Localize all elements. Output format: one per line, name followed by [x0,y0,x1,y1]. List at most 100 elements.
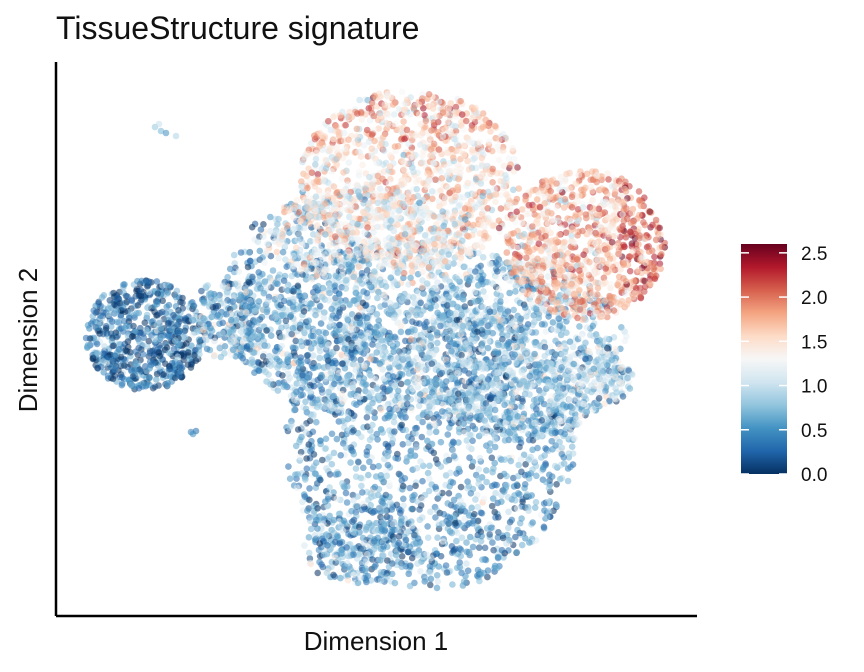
scatter-point [350,545,358,553]
scatter-point [378,475,385,483]
scatter-point [349,384,357,391]
scatter-point [470,368,478,376]
scatter-point [371,483,379,491]
scatter-point [508,516,516,524]
scatter-point [459,522,466,529]
scatter-point [385,563,393,571]
scatter-point [277,301,285,309]
scatter-point [338,390,346,398]
scatter-point [387,274,395,282]
scatter-point [491,431,498,439]
scatter-point [342,285,350,292]
scatter-point [533,433,541,441]
scatter-point [503,540,510,547]
scatter-point [391,111,398,118]
scatter-point [499,147,507,154]
scatter-point [318,403,326,411]
scatter-point [329,404,336,412]
scatter-point [426,475,433,483]
scatter-point [518,515,525,522]
scatter-point [319,284,327,292]
scatter-point [350,257,358,264]
scatter-point [487,524,495,532]
scatter-point [515,461,522,469]
scatter-point [320,520,327,527]
scatter-point [521,304,529,311]
scatter-point [549,319,557,326]
scatter-point [358,506,366,514]
scatter-point [331,357,339,365]
scatter-point [317,320,325,327]
scatter-point [477,412,485,420]
scatter-point [313,459,320,467]
scatter-point [352,465,360,472]
scatter-point [483,467,490,474]
scatter-point [386,514,394,522]
scatter-point [464,157,471,165]
scatter-point [462,572,469,580]
scatter-point [444,361,451,368]
scatter-point [301,542,308,549]
scatter-point [454,379,461,387]
scatter-point [423,280,431,287]
scatter-point [471,337,478,345]
scatter-point [432,456,440,463]
scatter-point [397,328,405,336]
scatter-point [475,480,483,488]
scatter-point [485,404,493,411]
scatter-point [510,155,518,163]
scatter-point [491,443,499,451]
scatter-point [409,452,416,459]
scatter-point [352,503,360,510]
scatter-point [449,330,456,338]
scatter-point [412,430,419,437]
scatter-point [350,360,357,368]
scatter-point [350,551,357,559]
scatter-point [325,117,332,125]
scatter-point [349,447,357,455]
scatter-point [296,292,303,300]
scatter-point [398,371,406,378]
scatter-point [394,527,402,534]
scatter-point [356,529,363,536]
scatter-point [471,288,479,296]
scatter-point [510,474,517,482]
scatter-point [469,437,476,445]
scatter-point [255,269,262,276]
scatter-point [377,557,384,564]
scatter-point [379,328,387,335]
scatter-point [342,489,350,497]
scatter-point [552,337,559,345]
scatter-point [529,446,536,454]
scatter-point [304,385,311,392]
scatter-point [481,332,488,340]
scatter-point [347,390,355,398]
scatter-point [415,540,422,548]
scatter-point [458,534,466,541]
scatter-point [430,273,438,280]
scatter-point [438,369,446,377]
scatter-point [430,449,438,457]
scatter-point [538,417,546,424]
scatter-point [360,335,368,343]
scatter-point [313,418,320,426]
scatter-point [310,231,317,238]
scatter-point [330,571,337,579]
scatter-point [472,268,479,275]
scatter-point [464,509,472,517]
scatter-point [525,507,532,514]
scatter-point [411,300,418,307]
scatter-point [484,567,492,574]
scatter-point [501,437,509,444]
scatter-point [494,553,502,561]
scatter-point [426,563,434,570]
scatter-point [479,383,487,391]
scatter-point [489,539,496,546]
scatter-point [381,507,388,515]
scatter-point [467,414,474,422]
scatter-point [315,328,323,336]
scatter-point [249,273,256,281]
scatter-point [440,312,447,320]
scatter-point [433,572,441,579]
scatter-point [424,354,431,362]
